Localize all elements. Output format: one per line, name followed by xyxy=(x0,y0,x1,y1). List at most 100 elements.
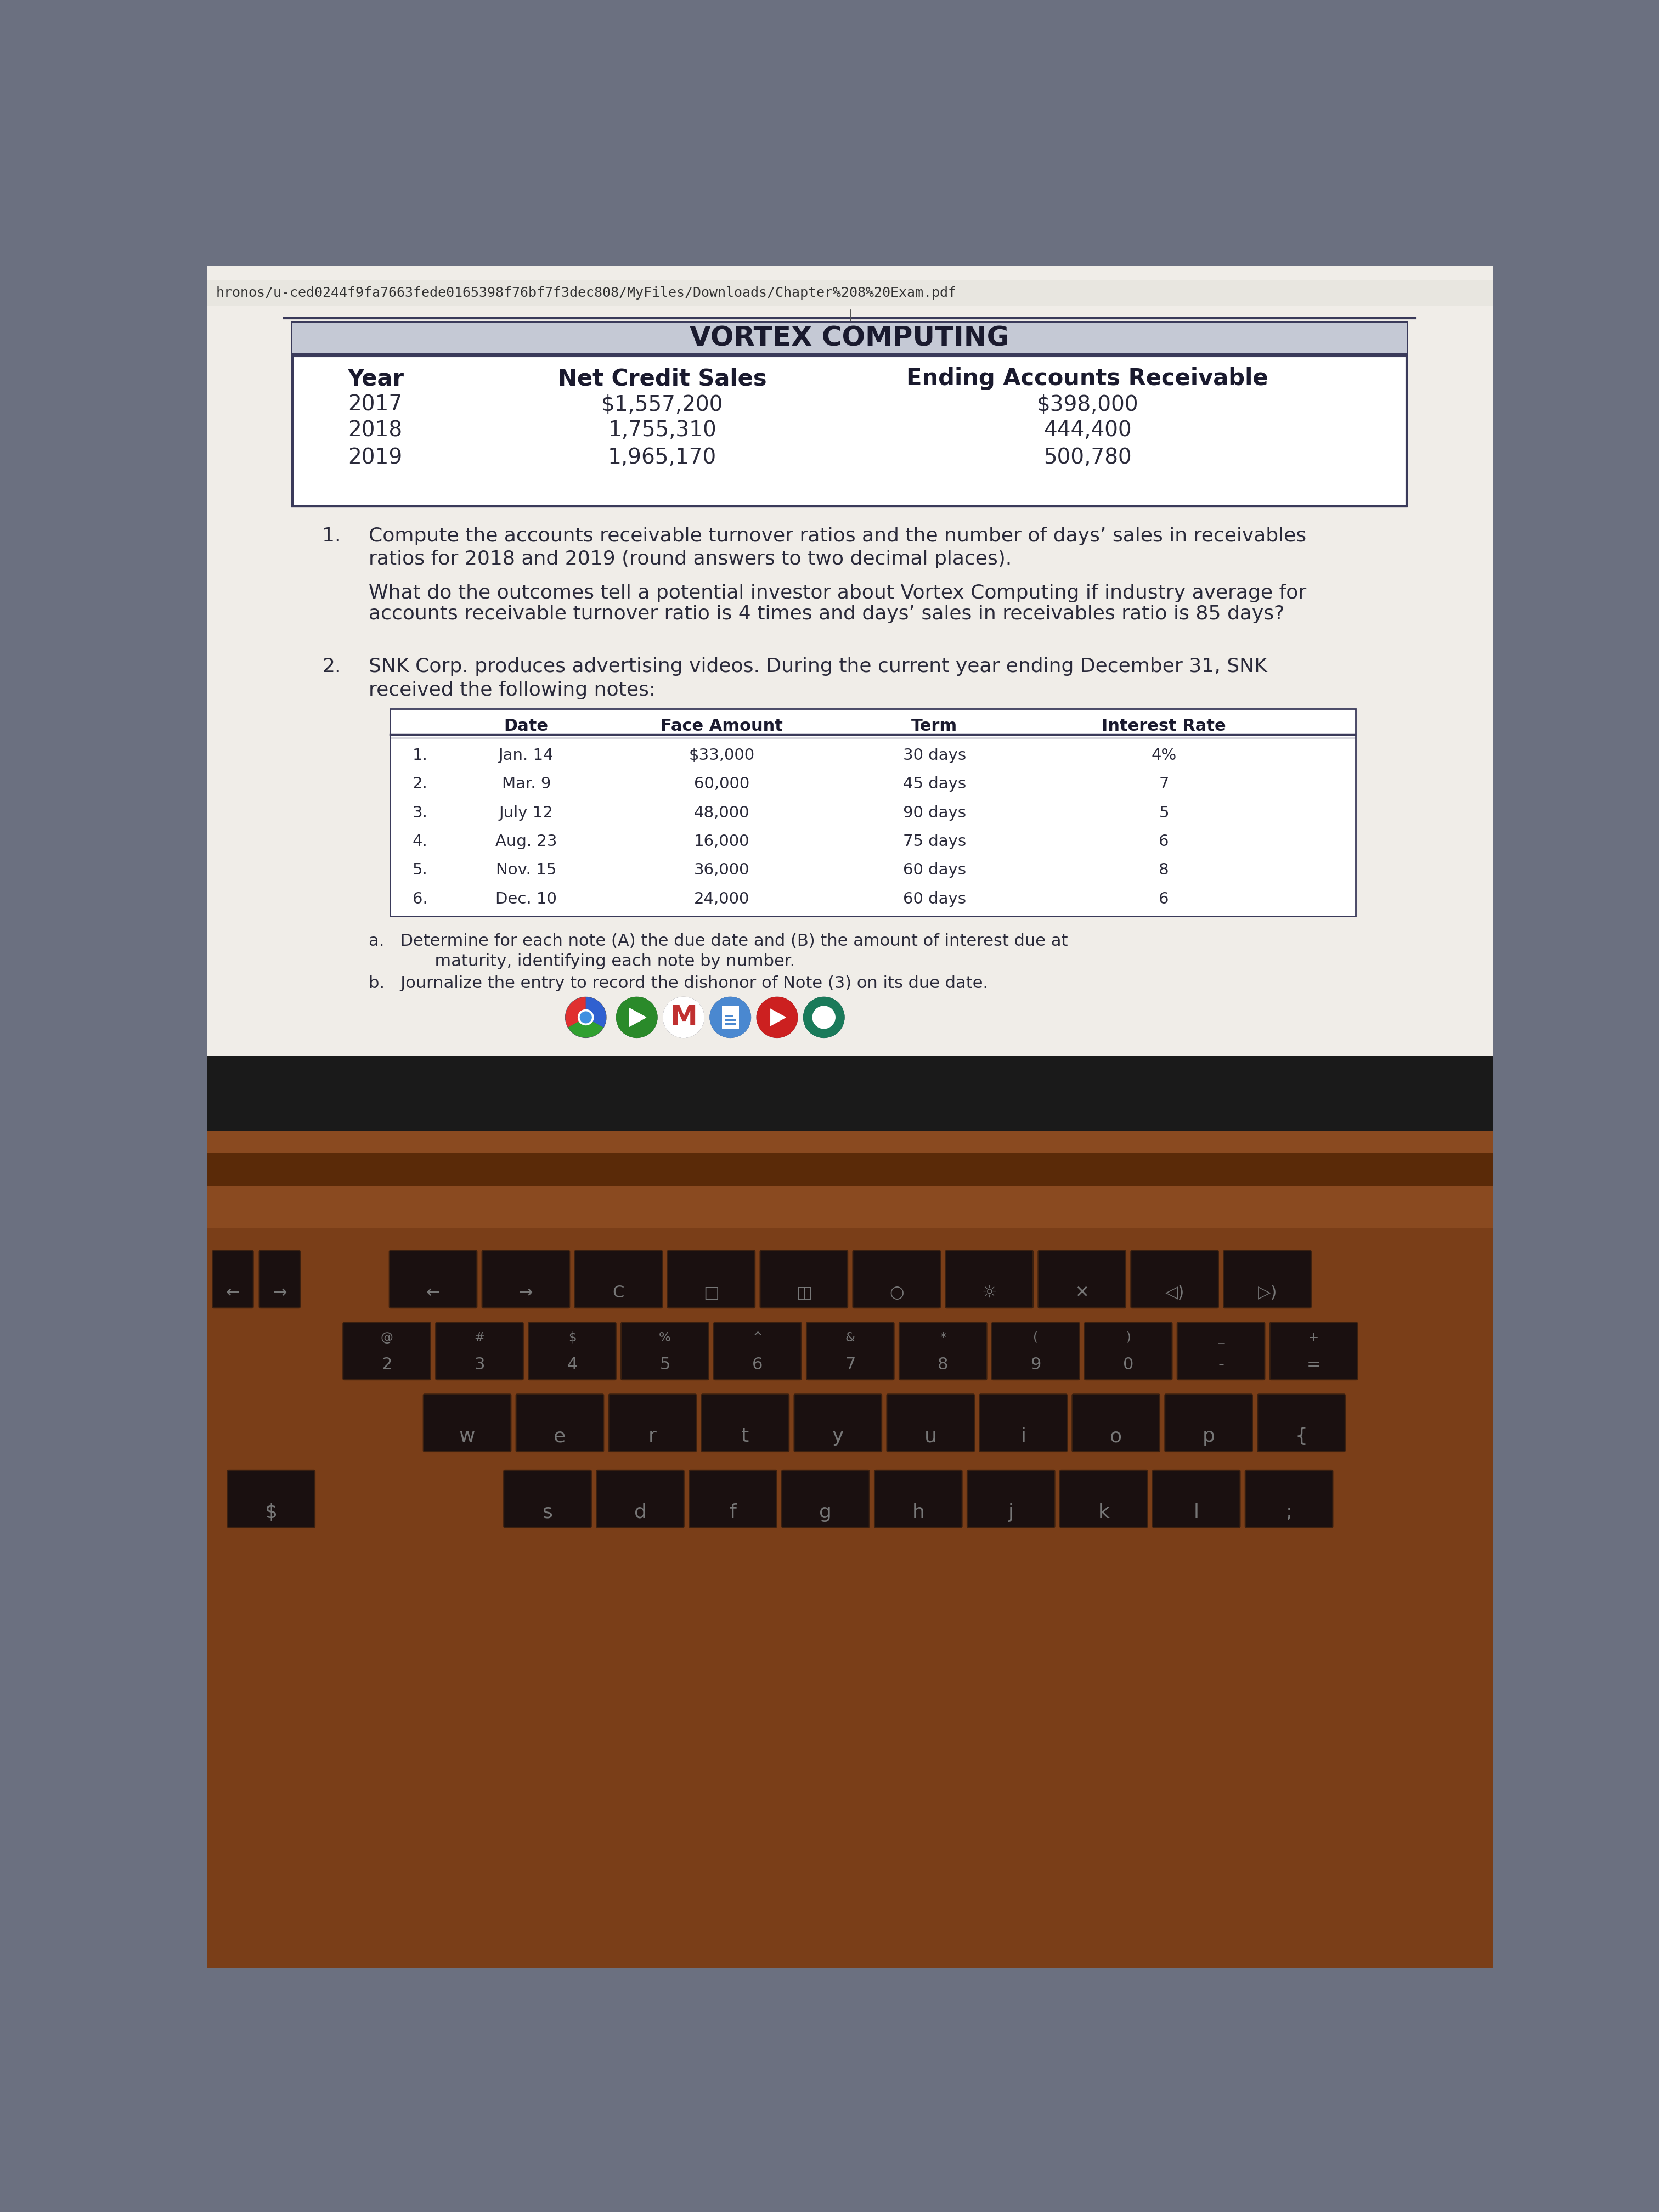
Text: f: f xyxy=(730,1504,737,1522)
FancyBboxPatch shape xyxy=(806,1323,894,1380)
Text: hronos/u-ced0244f9fa7663fede0165398f76bf7f3dec808/MyFiles/Downloads/Chapter%208%: hronos/u-ced0244f9fa7663fede0165398f76bf… xyxy=(216,285,957,299)
Circle shape xyxy=(757,998,798,1037)
Text: ○: ○ xyxy=(889,1285,904,1301)
Circle shape xyxy=(577,1009,594,1024)
Text: 2017: 2017 xyxy=(348,394,401,416)
Circle shape xyxy=(617,998,657,1037)
Text: M: M xyxy=(670,1004,697,1031)
FancyBboxPatch shape xyxy=(874,1471,962,1528)
FancyBboxPatch shape xyxy=(596,1471,684,1528)
Circle shape xyxy=(757,998,798,1037)
Text: @: @ xyxy=(380,1332,393,1345)
Text: 500,780: 500,780 xyxy=(1044,447,1131,469)
Text: 2018: 2018 xyxy=(348,420,401,440)
Text: 45 days: 45 days xyxy=(902,776,966,792)
Text: 2: 2 xyxy=(382,1356,392,1374)
Text: Term: Term xyxy=(911,719,957,734)
Text: 0: 0 xyxy=(1123,1356,1133,1374)
Text: ◫: ◫ xyxy=(796,1285,811,1301)
Text: 6: 6 xyxy=(1160,891,1170,907)
FancyBboxPatch shape xyxy=(688,1471,776,1528)
Text: 48,000: 48,000 xyxy=(693,805,750,821)
Text: d: d xyxy=(634,1504,647,1522)
Text: 30 days: 30 days xyxy=(902,748,966,763)
FancyBboxPatch shape xyxy=(1269,1323,1357,1380)
FancyBboxPatch shape xyxy=(1060,1471,1148,1528)
Text: 444,400: 444,400 xyxy=(1044,420,1131,440)
FancyBboxPatch shape xyxy=(979,1394,1067,1451)
Circle shape xyxy=(617,998,657,1037)
Circle shape xyxy=(803,998,844,1037)
Text: maturity, identifying each note by number.: maturity, identifying each note by numbe… xyxy=(403,953,795,969)
Text: a.   Determine for each note (A) the due date and (B) the amount of interest due: a. Determine for each note (A) the due d… xyxy=(368,933,1068,949)
Text: -: - xyxy=(1218,1356,1224,1374)
Text: p: p xyxy=(1203,1427,1214,1447)
FancyBboxPatch shape xyxy=(516,1394,604,1451)
Text: e: e xyxy=(554,1427,566,1447)
Text: $398,000: $398,000 xyxy=(1037,394,1138,416)
Text: 1,755,310: 1,755,310 xyxy=(609,420,717,440)
Circle shape xyxy=(664,998,703,1037)
Text: t: t xyxy=(742,1427,750,1447)
Text: (: ( xyxy=(1034,1332,1039,1345)
Text: 6.: 6. xyxy=(413,891,428,907)
Text: 7: 7 xyxy=(844,1356,856,1374)
Text: _: _ xyxy=(1218,1332,1224,1345)
FancyBboxPatch shape xyxy=(888,1394,974,1451)
FancyBboxPatch shape xyxy=(504,1471,591,1528)
Circle shape xyxy=(566,998,606,1037)
Bar xyxy=(207,1228,1493,1969)
Text: Dec. 10: Dec. 10 xyxy=(496,891,557,907)
Circle shape xyxy=(813,1006,834,1029)
Text: ✕: ✕ xyxy=(1075,1285,1088,1301)
FancyBboxPatch shape xyxy=(609,1394,697,1451)
FancyBboxPatch shape xyxy=(1224,1250,1311,1307)
Circle shape xyxy=(710,998,752,1037)
FancyBboxPatch shape xyxy=(899,1323,987,1380)
FancyBboxPatch shape xyxy=(1258,1394,1345,1451)
FancyBboxPatch shape xyxy=(1072,1394,1160,1451)
Text: 3.: 3. xyxy=(413,805,428,821)
Text: 9: 9 xyxy=(1030,1356,1040,1374)
Text: received the following notes:: received the following notes: xyxy=(368,681,655,699)
FancyBboxPatch shape xyxy=(781,1471,869,1528)
Bar xyxy=(207,1130,1493,1228)
Text: r: r xyxy=(649,1427,657,1447)
Text: 16,000: 16,000 xyxy=(693,834,750,849)
Text: What do the outcomes tell a potential investor about Vortex Computing if industr: What do the outcomes tell a potential in… xyxy=(368,584,1307,602)
Bar xyxy=(207,281,1493,305)
Bar xyxy=(722,1006,738,1029)
Text: 6: 6 xyxy=(752,1356,763,1374)
Bar xyxy=(292,323,1407,354)
FancyBboxPatch shape xyxy=(853,1250,941,1307)
Text: 60 days: 60 days xyxy=(902,863,966,878)
Text: 4%: 4% xyxy=(1151,748,1176,763)
Text: Year: Year xyxy=(348,367,405,389)
Text: 1.: 1. xyxy=(322,526,342,544)
Text: 8: 8 xyxy=(937,1356,949,1374)
Polygon shape xyxy=(629,1009,645,1026)
Text: 6: 6 xyxy=(1160,834,1170,849)
Text: 5: 5 xyxy=(660,1356,670,1374)
Bar xyxy=(207,1152,1493,1186)
FancyBboxPatch shape xyxy=(259,1250,300,1307)
FancyBboxPatch shape xyxy=(795,1394,881,1451)
Text: Date: Date xyxy=(504,719,549,734)
Text: l: l xyxy=(1193,1504,1199,1522)
Text: k: k xyxy=(1098,1504,1110,1522)
Text: ): ) xyxy=(1126,1332,1131,1345)
FancyBboxPatch shape xyxy=(1039,1250,1126,1307)
Text: 1.: 1. xyxy=(413,748,428,763)
FancyBboxPatch shape xyxy=(760,1250,848,1307)
Text: ←: ← xyxy=(226,1285,241,1301)
FancyBboxPatch shape xyxy=(227,1471,315,1528)
Text: Nov. 15: Nov. 15 xyxy=(496,863,556,878)
Text: 60 days: 60 days xyxy=(902,891,966,907)
Text: o: o xyxy=(1110,1427,1121,1447)
FancyBboxPatch shape xyxy=(713,1323,801,1380)
FancyBboxPatch shape xyxy=(967,1471,1055,1528)
Text: 8: 8 xyxy=(1160,863,1170,878)
FancyBboxPatch shape xyxy=(1153,1471,1241,1528)
Text: ;: ; xyxy=(1286,1504,1292,1522)
FancyBboxPatch shape xyxy=(1085,1323,1173,1380)
